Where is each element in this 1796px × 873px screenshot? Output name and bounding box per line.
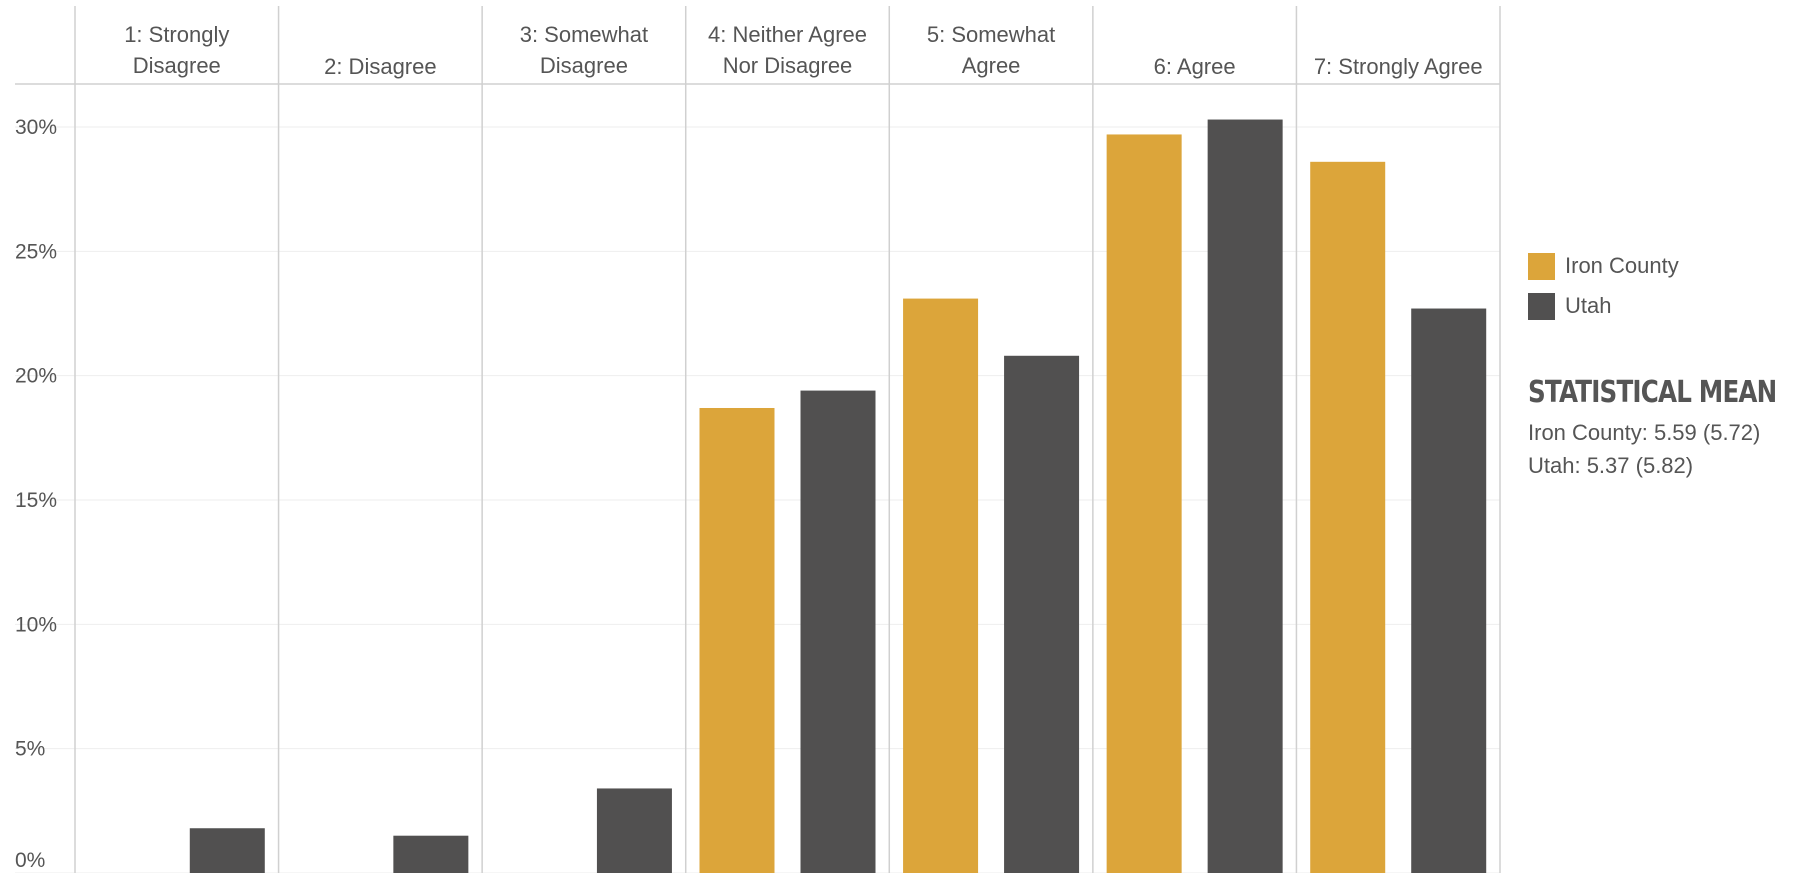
legend-item-utah: Utah (1528, 286, 1679, 326)
category-label-3-line-1: 3: Somewhat (520, 22, 648, 47)
y-tick-label-10: 10% (15, 613, 57, 636)
stats-iron-county: Iron County: 5.59 (5.72) (1528, 420, 1761, 445)
category-label-3-line-2: Disagree (540, 53, 628, 78)
stats-title: STATISTICAL MEAN (1528, 375, 1777, 410)
bar-iron-county-cat-4 (699, 407, 775, 873)
y-tick-label-25: 25% (15, 240, 57, 263)
labels: 0% 5% 10% 15% 20% 25% 30% 1: Strongly Disagree 2:… (15, 22, 1483, 872)
legend: Iron County Utah (1528, 246, 1679, 326)
bar-utah-cat-4 (800, 390, 876, 873)
bar-utah-cat-2 (393, 835, 469, 873)
category-label-7-line-1: 7: Strongly Agree (1314, 54, 1483, 79)
stats-utah: Utah: 5.37 (5.82) (1528, 453, 1694, 478)
legend-swatch-iron-county (1528, 252, 1555, 280)
bars (189, 119, 1487, 873)
category-label-5-line-2: Agree (962, 53, 1021, 78)
category-label-4-line-1: 4: Neither Agree (708, 22, 867, 47)
bar-utah-cat-3 (596, 788, 672, 873)
legend-item-iron-county: Iron County (1528, 246, 1679, 286)
y-tick-label-15: 15% (15, 489, 57, 512)
legend-label-iron-county: Iron County (1565, 253, 1679, 278)
legend-swatch-utah (1528, 292, 1555, 320)
y-tick-label-30: 30% (15, 116, 57, 139)
bar-utah-cat-7 (1411, 308, 1487, 873)
bar-iron-county-cat-6 (1106, 134, 1182, 873)
bar-iron-county-cat-7 (1310, 161, 1386, 873)
legend-label-utah: Utah (1565, 293, 1612, 318)
y-tick-label-20: 20% (15, 365, 57, 388)
y-tick-label-0: 0% (15, 849, 45, 872)
category-label-4-line-2: Nor Disagree (723, 53, 853, 78)
panel-frame (15, 6, 1501, 873)
category-label-6-line-1: 6: Agree (1154, 54, 1236, 79)
bar-utah-cat-1 (189, 828, 265, 873)
y-tick-label-5: 5% (15, 738, 45, 761)
bar-iron-county-cat-5 (903, 298, 979, 873)
category-label-5-line-1: 5: Somewhat (927, 22, 1055, 47)
category-label-1-line-2: Disagree (133, 53, 221, 78)
statistical-mean-panel: STATISTICAL MEAN Iron County: 5.59 (5.72… (1528, 375, 1796, 482)
category-label-1-line-1: 1: Strongly (124, 22, 229, 47)
bar-utah-cat-6 (1207, 119, 1283, 873)
bar-utah-cat-5 (1004, 355, 1080, 873)
bar-chart: 0% 5% 10% 15% 20% 25% 30% 1: Strongly Disagree 2:… (15, 6, 1501, 873)
category-label-2-line-1: 2: Disagree (324, 54, 437, 79)
